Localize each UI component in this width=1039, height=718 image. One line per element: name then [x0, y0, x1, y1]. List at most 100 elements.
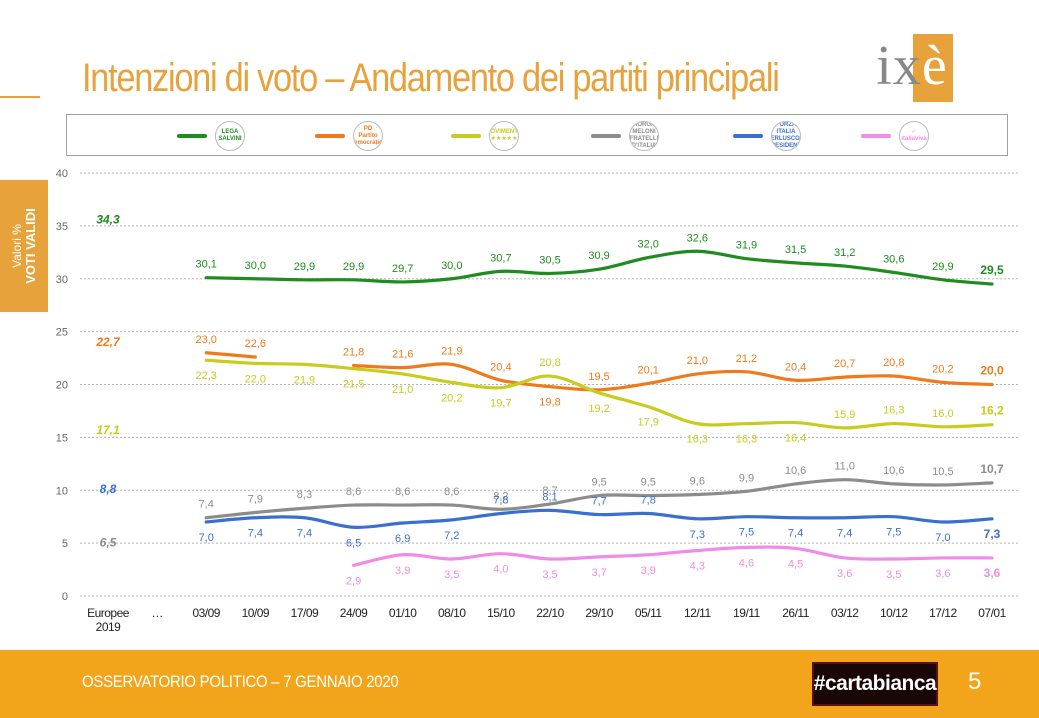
data-label-pd: 20,0 — [980, 364, 1004, 378]
data-label-fdi: 9,5 — [591, 477, 606, 489]
y-tick-label: 5 — [62, 538, 68, 550]
x-tick-label: … — [151, 606, 163, 620]
data-label-lega: 29,9 — [343, 261, 364, 273]
party-logo-text: PD — [363, 125, 373, 132]
logo-text: ixè — [871, 32, 953, 100]
data-label-fi: 7,3 — [984, 527, 1001, 541]
data-label-fi: 6,5 — [346, 537, 361, 549]
data-label-fdi: 11,0 — [834, 461, 855, 473]
data-label-fdi: 8,2 — [493, 490, 508, 502]
party-logo-lega: LEGA SALVINI — [215, 121, 245, 151]
page-number: 5 — [968, 668, 982, 695]
logo-e: è — [921, 35, 948, 97]
data-label-lega: 30,0 — [245, 260, 266, 272]
party-logo-text: PRESIDENTE — [771, 143, 801, 149]
data-label-fi: 7,4 — [248, 528, 263, 540]
x-tick-label: 2019 — [96, 620, 122, 634]
data-label-iv: 4,5 — [788, 558, 803, 570]
data-label-fi: 6,9 — [395, 533, 410, 545]
x-tick-label: 26/11 — [782, 606, 809, 620]
data-label-fi: 7,7 — [591, 496, 606, 508]
data-label-fdi: 7,4 — [199, 499, 214, 511]
party-logo-text: italiaviva — [901, 136, 927, 142]
legend-swatch — [733, 134, 763, 138]
data-label-lega: 31,2 — [834, 247, 855, 259]
y-tick-label: 15 — [56, 432, 68, 444]
data-label-pd: 20,7 — [834, 358, 855, 370]
party-logo-m5s: MOVIMENTO★★★★★ — [489, 121, 519, 151]
data-label-lega: 29,9 — [932, 261, 953, 273]
legend-swatch — [591, 134, 621, 138]
data-label-lega: 29,7 — [392, 263, 413, 275]
x-tick-label: 15/10 — [487, 606, 515, 620]
data-label-fdi: 10,6 — [785, 465, 806, 477]
data-label-fi: 7,0 — [199, 532, 214, 544]
data-label-m5s: 20,8 — [539, 357, 560, 369]
data-label-m5s: 16,4 — [785, 433, 806, 445]
footer-text: OSSERVATORIO POLITICO – 7 GENNAIO 2020 — [82, 672, 399, 691]
data-label-lega: 34,3 — [96, 212, 120, 226]
page-title: Intenzioni di voto – Andamento dei parti… — [82, 56, 780, 100]
data-label-lega: 29,9 — [294, 261, 315, 273]
data-label-fi: 8,1 — [542, 491, 557, 503]
series-line-pd — [351, 362, 994, 392]
data-label-fdi: 9,5 — [641, 477, 656, 489]
data-label-fi: 7,8 — [641, 495, 656, 507]
data-label-iv: 4,3 — [690, 561, 705, 573]
data-label-m5s: 22,0 — [245, 373, 266, 385]
x-tick-label: Europee — [87, 606, 130, 620]
data-label-fi: 7,5 — [739, 527, 754, 539]
party-logo-iv: ✓ italiaviva — [899, 121, 929, 151]
data-label-m5s: 17,1 — [96, 423, 120, 437]
series-line-lega — [204, 249, 994, 286]
data-label-pd: 21,2 — [736, 353, 757, 365]
data-label-m5s: 19,7 — [490, 398, 511, 410]
data-label-pd: 21,6 — [392, 349, 413, 361]
party-logo-fdi: GIORGIA MELONI FRATELLI D'ITALIA — [629, 121, 659, 151]
data-label-pd: 19,8 — [539, 397, 560, 409]
data-label-lega: 32,0 — [638, 239, 659, 251]
data-label-pd: 20,4 — [490, 361, 511, 373]
data-label-fi: 7,3 — [690, 529, 705, 541]
series-line-pd — [204, 351, 257, 359]
data-label-iv: 3,5 — [542, 569, 557, 581]
footer: OSSERVATORIO POLITICO – 7 GENNAIO 2020 #… — [0, 650, 1039, 718]
data-label-lega: 32,6 — [687, 232, 708, 244]
data-label-m5s: 21,0 — [392, 384, 413, 396]
x-tick-label: 07/01 — [978, 606, 1006, 620]
data-label-iv: 3,6 — [935, 568, 950, 580]
cartabianca-logo: #cartabianca — [812, 662, 938, 706]
data-label-m5s: 17,9 — [638, 417, 659, 429]
data-label-m5s: 21,5 — [343, 379, 364, 391]
data-label-fdi: 10,7 — [980, 462, 1004, 476]
y-tick-label: 40 — [56, 168, 68, 180]
data-label-m5s: 20,2 — [441, 392, 462, 404]
data-label-m5s: 16,3 — [883, 405, 904, 417]
x-tick-label: 19/11 — [733, 606, 760, 620]
party-logo-text: MOVIMENTO — [490, 129, 518, 135]
data-label-lega: 30,1 — [196, 259, 217, 271]
top-accent-rule — [0, 96, 40, 98]
data-label-pd: 21,0 — [687, 355, 708, 367]
party-logo-text: BERLUSCONI — [772, 136, 800, 142]
logo-box — [913, 34, 953, 102]
side-tab: Valori % VOTI VALIDI — [0, 180, 48, 312]
x-tick-label: 12/11 — [684, 606, 711, 620]
x-tick-label: 08/10 — [438, 606, 466, 620]
data-label-iv: 2,9 — [346, 575, 361, 587]
data-label-fi: 7,8 — [493, 495, 508, 507]
data-label-pd: 20,2 — [932, 363, 953, 375]
data-label-fdi: 10,5 — [932, 466, 953, 478]
series-line-iv — [351, 545, 994, 567]
legend-swatch — [315, 134, 345, 138]
data-label-fdi: 8,3 — [297, 489, 312, 501]
party-logo-fi: FORZA ITALIABERLUSCONIPRESIDENTE — [771, 121, 801, 151]
data-label-fi: 7,0 — [935, 532, 950, 544]
data-label-iv: 3,6 — [837, 568, 852, 580]
data-label-fdi: 7,9 — [248, 493, 263, 505]
x-tick-label: 22/10 — [536, 606, 564, 620]
party-logo-text: MELONI — [632, 129, 656, 135]
data-label-pd: 23,0 — [196, 334, 217, 346]
data-label-fi: 8,8 — [100, 482, 117, 496]
